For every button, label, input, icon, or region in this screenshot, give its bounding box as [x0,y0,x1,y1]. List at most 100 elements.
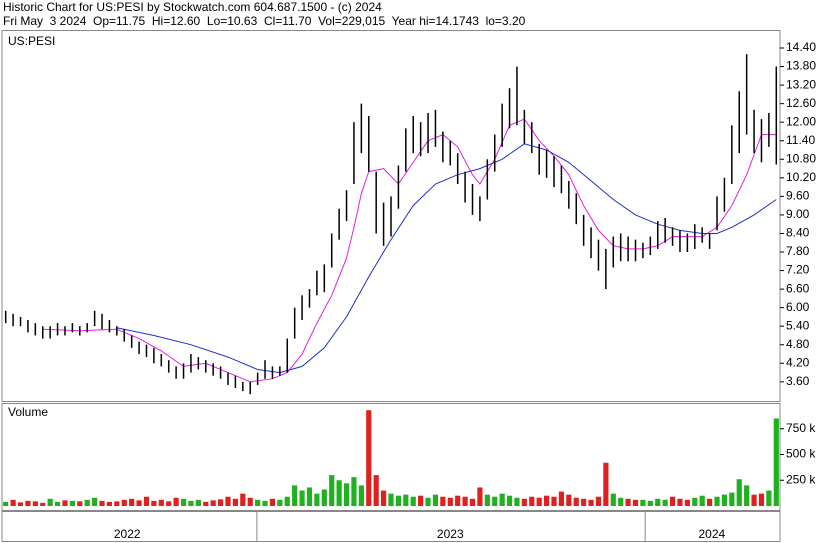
volume-bar [425,497,431,506]
volume-bar [54,501,61,506]
volume-bar [610,493,616,506]
volume-bar [558,491,565,506]
volume-bar [225,496,231,506]
volume-bar [114,501,120,506]
volume-bar [255,499,261,506]
volume-bar [262,500,268,506]
chart-title: Historic Chart for US:PESI by Stockwatch… [3,0,382,14]
volume-bar [180,498,187,506]
volume-bar [544,495,550,506]
volume-bar [492,496,498,506]
volume-bar [62,500,68,506]
volume-bar [618,497,624,506]
volume-bar [440,496,446,506]
volume-bar [551,496,557,506]
volume-bar [240,493,246,506]
volume-bar [469,498,476,506]
y-tick-label: 6.00 [786,300,810,314]
y-tick-label: 9.60 [786,189,810,203]
volume-bar [766,490,772,506]
volume-bar [403,494,409,506]
y-tick-label: 11.40 [786,133,815,147]
y-tick-label: 12.60 [786,96,816,110]
volume-bar [329,475,335,506]
volume-bar [121,499,127,506]
volume-bar [32,501,38,506]
x-tick-label: 2022 [114,527,141,541]
y-tick-label: 12.00 [786,114,816,128]
symbol-label: US:PESI [8,34,55,48]
volume-bar [655,498,661,506]
volume-bar [566,494,572,506]
volume-bar [232,498,238,506]
volume-bar [47,498,53,506]
volume-bar [321,489,327,506]
y-tick-label: 7.80 [786,244,810,258]
volume-bar [92,497,98,506]
volume-bar [573,497,579,506]
y-tick-label: 8.40 [786,226,810,240]
volume-bar [514,497,520,506]
y-tick-label: 4.20 [786,355,810,369]
volume-bar [714,496,720,506]
volume-bar [158,499,164,506]
volume-bar [744,485,750,506]
volume-bar [625,498,631,506]
volume-bar [499,493,505,506]
volume-bar [677,498,683,506]
y-tick-label: 4.80 [786,337,810,351]
volume-bar [99,500,105,506]
volume-bar [217,499,224,506]
volume-bar [188,500,194,506]
y-tick-label: 250 k [786,472,816,486]
y-tick-label: 13.80 [786,59,816,73]
volume-bar [10,499,16,506]
volume-bar [432,494,439,506]
volume-bar [336,480,342,506]
volume-bar [203,501,209,506]
volume-bar [373,475,379,506]
volume-bar [632,499,639,506]
y-tick-label: 13.20 [786,77,816,91]
volume-bar [729,492,735,506]
volume-bar [455,495,461,506]
volume-bar [351,477,357,506]
y-tick-label: 9.00 [786,207,810,221]
volume-bar [662,499,668,506]
volume-bar [395,495,402,506]
chart-subtitle: Fri May 3 2024 Op=11.75 Hi=12.60 Lo=10.6… [3,14,526,28]
volume-bar [669,496,676,506]
volume-bar [84,499,90,506]
volume-bar [77,501,83,506]
volume-bar [25,500,31,506]
volume-bar [17,502,24,506]
volume-bar [343,483,350,506]
volume-bar [284,496,290,506]
y-tick-label: 14.40 [786,40,816,54]
volume-bar [477,487,483,506]
x-tick-label: 2024 [698,527,725,541]
volume-bar [388,493,394,506]
volume-bar [640,499,646,506]
volume-bar [358,485,364,506]
volume-bar [195,499,201,506]
volume-bar [69,500,75,506]
volume-bar [247,497,253,506]
y-tick-label: 750 k [786,421,816,435]
y-tick-label: 6.60 [786,281,810,295]
volume-bar [536,497,542,506]
volume-bar [410,496,416,506]
volume-bar [721,494,728,506]
volume-bar [736,479,742,506]
volume-bar [292,485,298,506]
volume-bar [588,499,594,506]
volume-bar [314,493,320,506]
volume-bar [529,496,535,506]
volume-bar [684,499,690,506]
volume-bar [151,500,157,506]
volume-bar [106,501,113,506]
y-tick-label: 500 k [786,447,816,461]
volume-bar [692,497,698,506]
x-tick-label: 2023 [437,527,464,541]
